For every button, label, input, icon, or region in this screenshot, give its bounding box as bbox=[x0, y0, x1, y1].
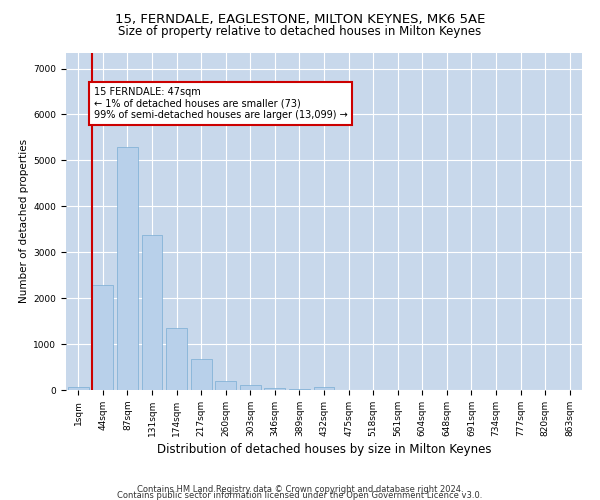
Text: 15, FERNDALE, EAGLESTONE, MILTON KEYNES, MK6 5AE: 15, FERNDALE, EAGLESTONE, MILTON KEYNES,… bbox=[115, 12, 485, 26]
Bar bbox=[117, 146, 138, 390]
Bar bbox=[142, 235, 163, 390]
X-axis label: Distribution of detached houses by size in Milton Keynes: Distribution of detached houses by size … bbox=[157, 443, 491, 456]
Bar bbox=[92, 286, 113, 390]
Bar bbox=[240, 385, 261, 390]
Y-axis label: Number of detached properties: Number of detached properties bbox=[19, 139, 29, 304]
Text: Size of property relative to detached houses in Milton Keynes: Size of property relative to detached ho… bbox=[118, 25, 482, 38]
Text: 15 FERNDALE: 47sqm
← 1% of detached houses are smaller (73)
99% of semi-detached: 15 FERNDALE: 47sqm ← 1% of detached hous… bbox=[94, 87, 347, 120]
Bar bbox=[314, 387, 334, 390]
Bar bbox=[68, 386, 89, 390]
Bar bbox=[215, 381, 236, 390]
Text: Contains HM Land Registry data © Crown copyright and database right 2024.: Contains HM Land Registry data © Crown c… bbox=[137, 484, 463, 494]
Bar bbox=[191, 359, 212, 390]
Text: Contains public sector information licensed under the Open Government Licence v3: Contains public sector information licen… bbox=[118, 490, 482, 500]
Bar bbox=[265, 388, 286, 390]
Bar bbox=[166, 328, 187, 390]
Bar bbox=[289, 389, 310, 390]
